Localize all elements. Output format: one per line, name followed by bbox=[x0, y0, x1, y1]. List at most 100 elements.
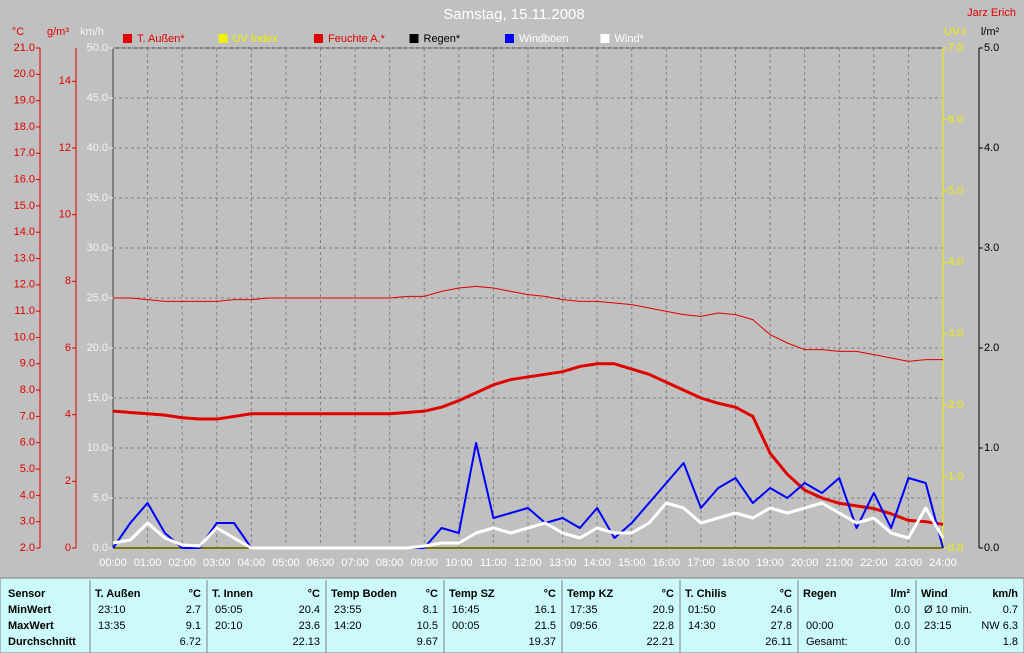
row-label: MinWert bbox=[8, 604, 52, 616]
y-tick-label: 1.0 bbox=[984, 442, 999, 454]
y-tick-label: 10 bbox=[59, 209, 71, 221]
axis-label: g/m³ bbox=[47, 26, 69, 38]
y-tick-label: 4.0 bbox=[984, 142, 999, 154]
x-tick-label: 15:00 bbox=[618, 557, 646, 569]
y-tick-label: 0.0 bbox=[93, 542, 108, 554]
column-unit: °C bbox=[426, 588, 438, 600]
y-tick-label: 4.0 bbox=[948, 256, 963, 268]
y-tick-label: 12.0 bbox=[14, 279, 35, 291]
y-tick-label: 50.0 bbox=[87, 42, 108, 54]
x-tick-label: 05:00 bbox=[272, 557, 300, 569]
cell-value: 21.5 bbox=[535, 620, 556, 632]
legend-swatch bbox=[505, 34, 514, 43]
column-header: Regen bbox=[803, 588, 837, 600]
x-tick-label: 11:00 bbox=[480, 557, 507, 569]
y-tick-label: 2 bbox=[65, 475, 71, 487]
y-tick-label: 5.0 bbox=[984, 42, 999, 54]
y-tick-label: 10.0 bbox=[87, 442, 108, 454]
y-tick-label: 5.0 bbox=[20, 463, 35, 475]
cell-time: 14:30 bbox=[688, 620, 716, 632]
cell-value: 20.4 bbox=[299, 604, 320, 616]
x-tick-label: 07:00 bbox=[341, 557, 369, 569]
x-tick-label: 21:00 bbox=[825, 557, 853, 569]
y-tick-label: 20.0 bbox=[87, 342, 108, 354]
x-tick-label: 00:00 bbox=[99, 557, 127, 569]
y-tick-label: 2.0 bbox=[948, 399, 963, 411]
cell-time: 00:05 bbox=[452, 620, 480, 632]
cell-value: 9.1 bbox=[186, 620, 201, 632]
y-tick-label: 11.0 bbox=[14, 305, 35, 317]
y-tick-label: 9.0 bbox=[20, 358, 35, 370]
y-tick-label: 21.0 bbox=[14, 42, 35, 54]
axis-label: km/h bbox=[80, 26, 104, 38]
series-line bbox=[113, 285, 943, 362]
cell-value: 0.0 bbox=[895, 604, 910, 616]
column-unit: °C bbox=[544, 588, 556, 600]
y-tick-label: 10.0 bbox=[14, 331, 35, 343]
x-tick-label: 18:00 bbox=[722, 557, 750, 569]
column-header: T. Außen bbox=[95, 588, 141, 600]
x-tick-label: 23:00 bbox=[895, 557, 923, 569]
column-header: Temp KZ bbox=[567, 588, 614, 600]
legend-label: Windböen bbox=[519, 33, 569, 45]
y-tick-label: 19.0 bbox=[14, 95, 35, 107]
y-tick-label: 2.0 bbox=[20, 542, 35, 554]
y-tick-label: 5.0 bbox=[93, 492, 108, 504]
y-tick-label: 5.0 bbox=[948, 185, 963, 197]
cell-value: 26.11 bbox=[765, 636, 792, 648]
legend-label: Regen* bbox=[424, 33, 461, 45]
y-tick-label: 25.0 bbox=[87, 292, 108, 304]
x-tick-label: 14:00 bbox=[583, 557, 611, 569]
cell-value: 19.37 bbox=[528, 636, 556, 648]
y-tick-label: 8 bbox=[65, 275, 71, 287]
x-tick-label: 04:00 bbox=[238, 557, 266, 569]
y-tick-label: 20.0 bbox=[14, 68, 35, 80]
cell-value: 9.67 bbox=[417, 636, 438, 648]
cell-value: 24.6 bbox=[771, 604, 792, 616]
y-tick-label: 35.0 bbox=[87, 192, 108, 204]
cell-time: 20:10 bbox=[215, 620, 243, 632]
x-tick-label: 10:00 bbox=[445, 557, 473, 569]
column-unit: l/m² bbox=[890, 588, 910, 600]
cell-value: 27.8 bbox=[771, 620, 792, 632]
y-tick-label: 15.0 bbox=[87, 392, 108, 404]
legend-swatch bbox=[409, 34, 419, 43]
column-header: Sensor bbox=[8, 588, 46, 600]
cell-value: 2.7 bbox=[186, 604, 201, 616]
row-label: MaxWert bbox=[8, 620, 54, 632]
x-tick-label: 19:00 bbox=[756, 557, 784, 569]
y-tick-label: 4.0 bbox=[20, 489, 35, 501]
cell-time: 09:56 bbox=[570, 620, 598, 632]
cell-value: 16.1 bbox=[535, 604, 556, 616]
cell-value: 6.72 bbox=[180, 636, 201, 648]
x-tick-label: 17:00 bbox=[687, 557, 715, 569]
axis-label: °C bbox=[12, 26, 24, 38]
cell-time: Ø 10 min. bbox=[924, 604, 972, 616]
y-tick-label: 15.0 bbox=[14, 200, 35, 212]
y-tick-label: 0.0 bbox=[948, 542, 963, 554]
y-tick-label: 3.0 bbox=[984, 242, 999, 254]
table-background bbox=[0, 577, 1024, 653]
y-tick-label: 0.0 bbox=[984, 542, 999, 554]
y-tick-label: 14 bbox=[59, 75, 71, 87]
legend-label: Wind* bbox=[615, 33, 645, 45]
x-tick-label: 08:00 bbox=[376, 557, 404, 569]
y-tick-label: 6.0 bbox=[948, 113, 963, 125]
cell-time: 14:20 bbox=[334, 620, 362, 632]
cell-value: 10.5 bbox=[417, 620, 438, 632]
y-tick-label: 4 bbox=[65, 409, 71, 421]
y-tick-label: 3.0 bbox=[948, 328, 963, 340]
column-unit: °C bbox=[780, 588, 792, 600]
x-tick-label: 03:00 bbox=[203, 557, 231, 569]
y-tick-label: 8.0 bbox=[20, 384, 35, 396]
y-tick-label: 6 bbox=[65, 342, 71, 354]
x-tick-label: 16:00 bbox=[653, 557, 681, 569]
series-line bbox=[112, 501, 945, 550]
y-tick-label: 14.0 bbox=[14, 226, 35, 238]
cell-value: 1.8 bbox=[1003, 636, 1018, 648]
y-tick-label: 45.0 bbox=[87, 92, 108, 104]
cell-value: 22.21 bbox=[646, 636, 674, 648]
cell-time: 23:10 bbox=[98, 604, 126, 616]
cell-value: NW 6.3 bbox=[981, 620, 1018, 632]
column-header: T. Innen bbox=[212, 588, 253, 600]
